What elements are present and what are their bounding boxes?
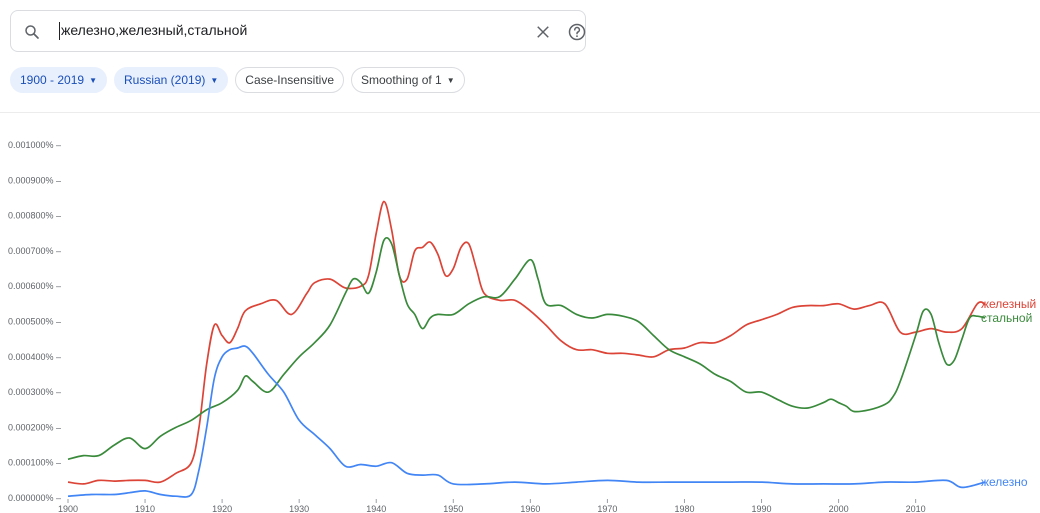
x-tick-label: 2000 (829, 504, 849, 513)
x-tick-label: 1940 (366, 504, 386, 513)
series-lines (67, 200, 986, 498)
x-tick-label: 1900 (58, 504, 78, 513)
case-label: Case-Insensitive (245, 73, 334, 87)
search-icon (25, 25, 39, 39)
y-tick-label: 0.000300% – (8, 387, 61, 397)
series-line-железный[interactable] (67, 200, 986, 485)
y-tick-label: 0.000900% – (8, 175, 61, 185)
corpus-label: Russian (2019) (123, 73, 206, 87)
ngram-chart: 0.000000% – 0.000100% – 0.000200% – 0.00030… (8, 140, 1036, 513)
text-cursor (59, 22, 60, 40)
smoothing-label: Smoothing of 1 (361, 73, 442, 87)
y-tick-label: 0.000700% – (8, 246, 61, 256)
x-axis: 1900 1910 1920 1930 1940 1950 1960 1970 1980 1990… (58, 499, 926, 513)
series-line-стальной[interactable] (67, 236, 986, 461)
close-icon[interactable] (534, 23, 552, 41)
corpus-dropdown[interactable]: Russian (2019) ▼ (113, 67, 229, 93)
help-icon[interactable] (567, 22, 587, 42)
x-tick-label: 2010 (906, 504, 926, 513)
smoothing-dropdown[interactable]: Smoothing of 1 ▼ (351, 67, 465, 93)
x-tick-label: 1960 (520, 504, 540, 513)
dropdown-arrow-icon: ▼ (446, 75, 455, 85)
divider (0, 112, 1040, 113)
case-insensitive-toggle[interactable]: Case-Insensitive (235, 67, 344, 93)
y-tick-label: 0.000200% – (8, 422, 61, 432)
x-tick-label: 1970 (597, 504, 617, 513)
search-input[interactable]: железно,железный,стальной (61, 22, 248, 38)
filter-chips: 1900 - 2019 ▼ Russian (2019) ▼ Case-Inse… (10, 67, 465, 95)
series-label: стальной (981, 311, 1032, 325)
x-tick-label: 1980 (674, 504, 694, 513)
series-label: железно (981, 475, 1028, 489)
dropdown-arrow-icon: ▼ (210, 75, 219, 85)
y-tick-label: 0.000400% – (8, 352, 61, 362)
dropdown-arrow-icon: ▼ (89, 75, 97, 85)
x-tick-label: 1950 (443, 504, 463, 513)
x-tick-label: 1930 (289, 504, 309, 513)
y-tick-label: 0.000100% – (8, 458, 61, 468)
x-tick-label: 1920 (212, 504, 232, 513)
y-tick-label: 0.000600% – (8, 281, 61, 291)
x-tick-label: 1990 (752, 504, 772, 513)
year-range-dropdown[interactable]: 1900 - 2019 ▼ (10, 67, 107, 93)
year-range-label: 1900 - 2019 (20, 73, 85, 87)
series-label: железный (981, 297, 1036, 311)
y-tick-label: 0.000000% – (8, 493, 61, 503)
y-tick-label: 0.000500% – (8, 317, 61, 327)
y-tick-label: 0.001000% – (8, 140, 61, 150)
y-axis: 0.000000% – 0.000100% – 0.000200% – 0.00030… (8, 140, 61, 503)
x-tick-label: 1910 (135, 504, 155, 513)
y-tick-label: 0.000800% – (8, 211, 61, 221)
search-bar[interactable]: железно,железный,стальной (10, 10, 586, 52)
series-line-железно[interactable] (67, 345, 986, 498)
